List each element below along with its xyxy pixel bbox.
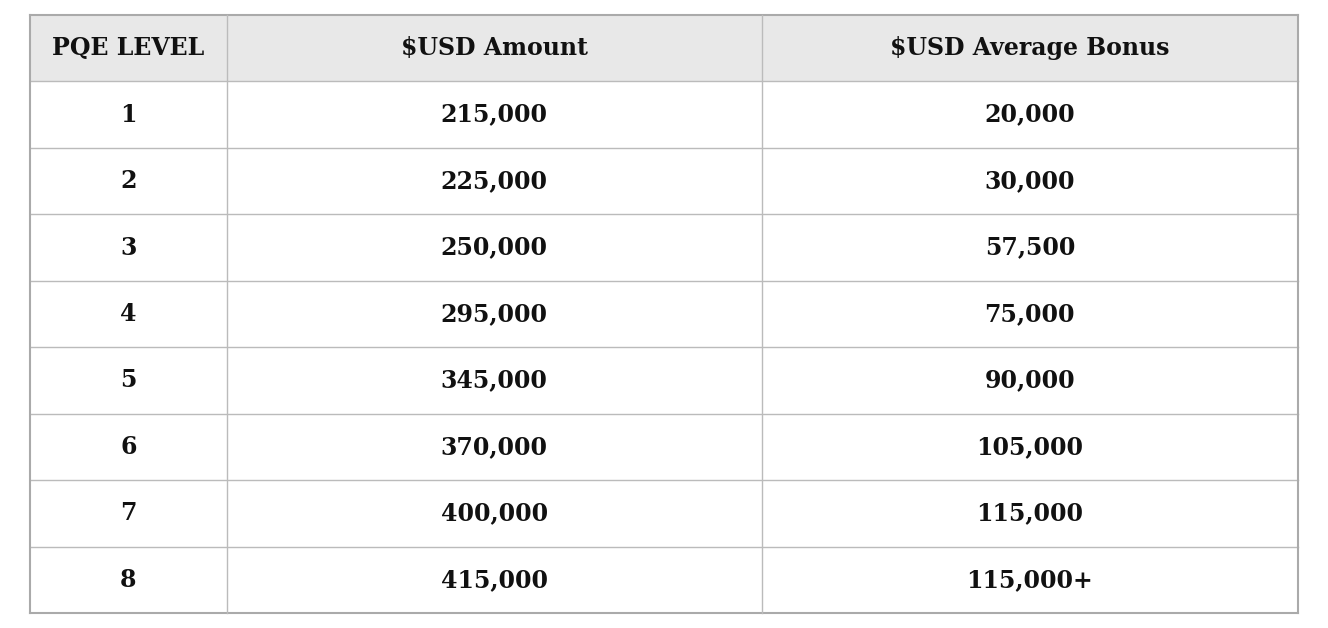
Bar [227,148,762,214]
Bar [31,347,227,414]
Bar [227,214,762,281]
Bar [227,414,762,480]
Text: 415,000: 415,000 [441,568,547,592]
Bar [31,148,227,214]
Bar [762,546,1297,613]
Text: 225,000: 225,000 [441,169,547,193]
Bar [227,546,762,613]
Text: 4: 4 [120,302,137,326]
Bar [762,214,1297,281]
Text: 20,000: 20,000 [984,102,1076,127]
Text: 400,000: 400,000 [441,501,547,526]
Text: 57,500: 57,500 [984,236,1074,259]
Text: 90,000: 90,000 [984,369,1076,392]
Text: 1: 1 [120,102,137,127]
Text: 295,000: 295,000 [441,302,547,326]
Text: 8: 8 [120,568,137,592]
Text: 115,000+: 115,000+ [967,568,1093,592]
Bar [762,480,1297,546]
Bar [31,15,227,82]
Bar [762,281,1297,347]
Bar [31,546,227,613]
Bar [31,414,227,480]
Text: 75,000: 75,000 [984,302,1076,326]
Text: 250,000: 250,000 [441,236,547,259]
Text: 215,000: 215,000 [441,102,547,127]
Text: 370,000: 370,000 [441,435,547,459]
Bar [227,480,762,546]
Text: PQE LEVEL: PQE LEVEL [52,36,205,60]
Bar [31,214,227,281]
Text: $USD Amount: $USD Amount [401,36,587,60]
Bar [762,15,1297,82]
Bar [227,15,762,82]
Text: 5: 5 [120,369,137,392]
Text: 7: 7 [120,501,137,526]
Text: 105,000: 105,000 [976,435,1084,459]
Bar [31,281,227,347]
Text: 30,000: 30,000 [984,169,1076,193]
Text: 3: 3 [120,236,137,259]
Bar [227,347,762,414]
Text: 6: 6 [120,435,137,459]
Bar [31,82,227,148]
Bar [31,480,227,546]
Bar [227,281,762,347]
Text: 345,000: 345,000 [441,369,547,392]
Bar [762,82,1297,148]
Text: 2: 2 [120,169,137,193]
Text: $USD Average Bonus: $USD Average Bonus [890,36,1170,60]
Bar [762,148,1297,214]
Bar [227,82,762,148]
Text: 115,000: 115,000 [976,501,1084,526]
Bar [762,347,1297,414]
Bar [762,414,1297,480]
